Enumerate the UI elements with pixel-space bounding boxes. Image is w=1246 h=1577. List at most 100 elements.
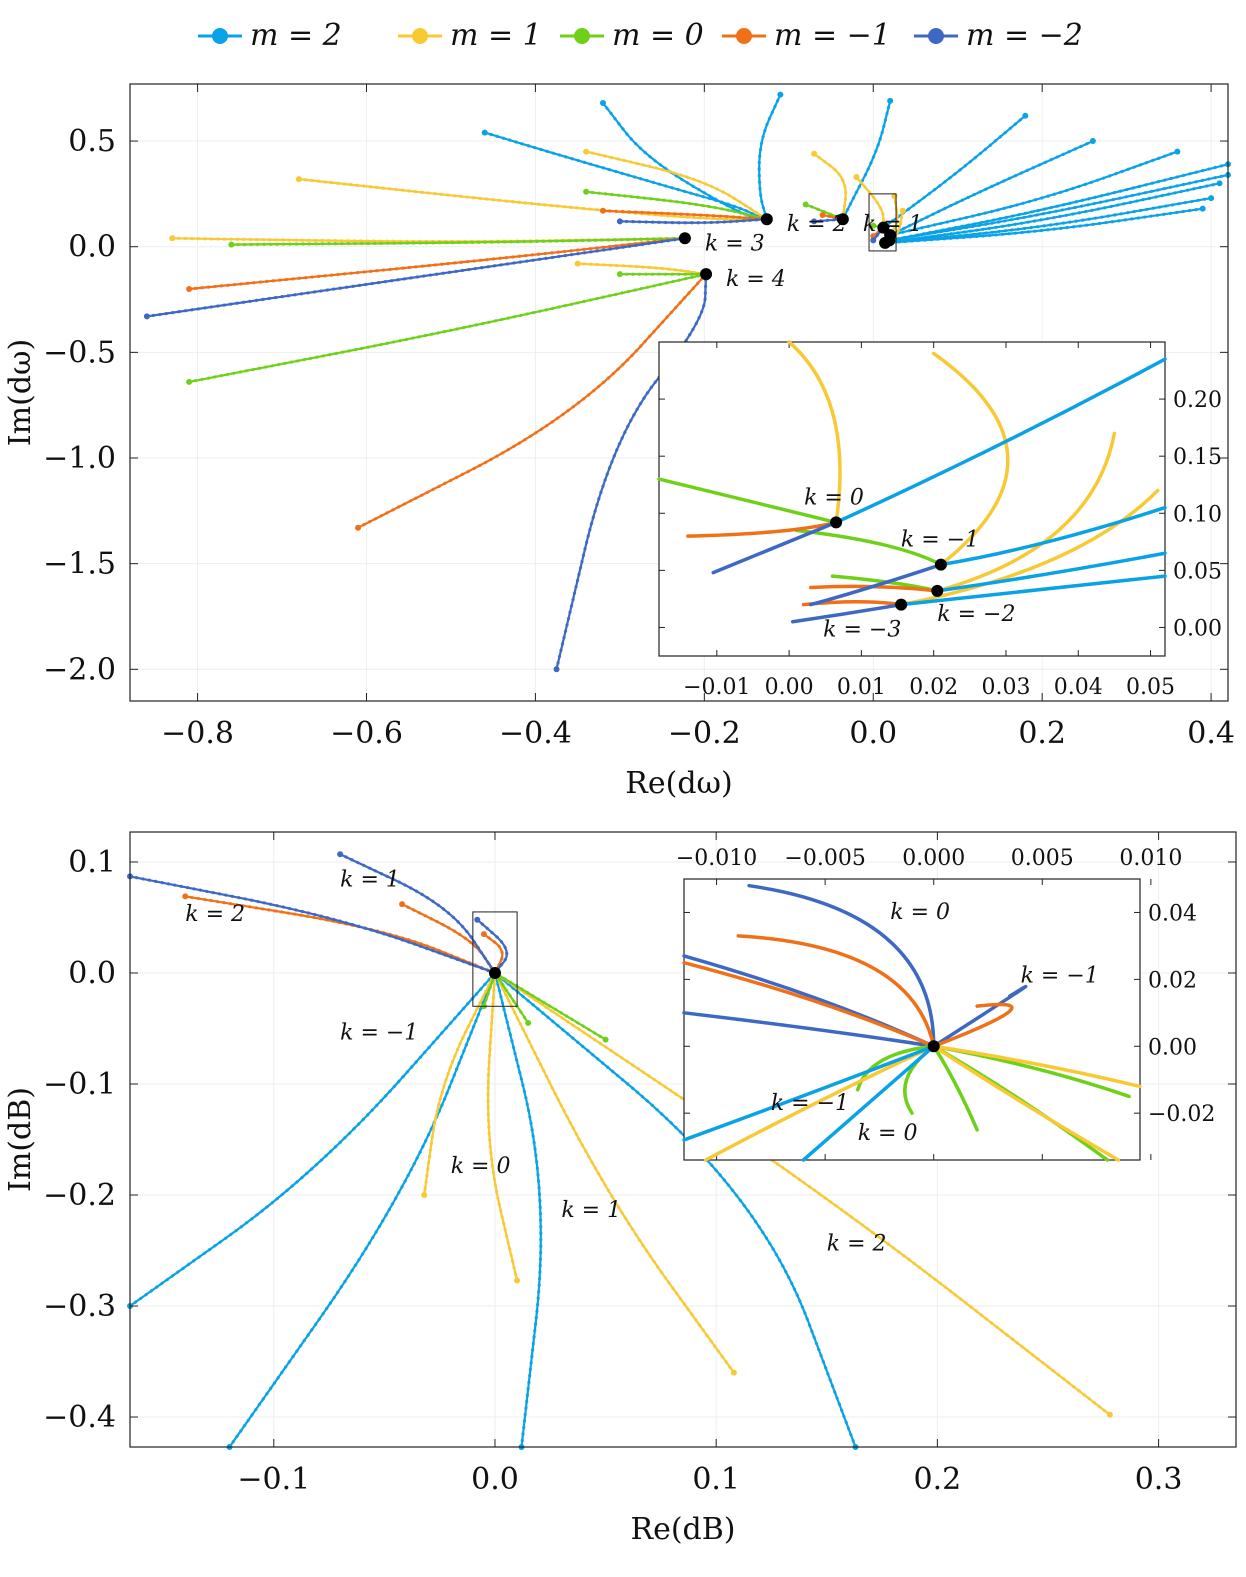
series-m0-curve-0 [188, 273, 708, 383]
annotation-5: k = 2 [827, 1232, 887, 1257]
series-m0-curve-1-start [228, 241, 235, 248]
inset-endpoint-0 [830, 516, 843, 529]
series-mneg1-curve-3-start [819, 212, 826, 219]
series-m0-curve-5-start [870, 222, 877, 229]
inset-endpoint-1 [934, 558, 947, 571]
inset-curve-1 [931, 351, 1010, 567]
series-m0-curve-2-dots [584, 190, 769, 221]
series-m2-curve-10-start [1208, 195, 1215, 202]
series-mneg2-curve-2-start [616, 218, 623, 225]
series-mneg1-curve-2-start [599, 207, 606, 214]
series-m1-curve-5-start [574, 260, 581, 267]
series-m2-curve-6-start [1174, 148, 1181, 155]
inset-curve-12 [931, 1044, 1142, 1089]
ytick-label-2: −0.1 [43, 1067, 116, 1102]
annotation-2: k = −1 [340, 1021, 418, 1046]
inset-xtick-label-1: 0.00 [765, 675, 814, 700]
series-m2-curve-3-dots [841, 99, 892, 221]
legend-marker-m2 [212, 28, 228, 44]
inset-curve-15 [801, 1044, 936, 1162]
inset-curve-0 [747, 883, 936, 1049]
series-m0-curve-1-start [602, 1036, 609, 1043]
series-m2-curve-0-dots [128, 971, 497, 1308]
inset-curve-16 [790, 602, 903, 624]
ytick-label-3: −1.0 [43, 441, 116, 476]
inset-curve-5 [939, 505, 1167, 567]
endpoint-0 [700, 268, 713, 281]
series-m2-curve-4 [882, 114, 1027, 229]
inset-ytick-label-4: 0.00 [1173, 616, 1222, 641]
series-m2-curve-3 [493, 971, 857, 1449]
origin-point [488, 966, 501, 979]
legend-label-m2: m = 2 [250, 18, 342, 53]
xtick-label-6: 0.4 [1187, 716, 1235, 751]
series-m2-curve-10 [884, 197, 1213, 244]
inset-ytick-label-0: 0.04 [1148, 901, 1197, 926]
series-m2-curve-0 [128, 971, 497, 1308]
plot-frame [129, 83, 1229, 702]
series-mneg1-curve-2-start [480, 931, 487, 938]
series-mneg1-curve-0 [184, 895, 497, 975]
inset-xtick-label-0: −0.010 [676, 846, 757, 871]
series-mneg2-curve-0 [555, 273, 708, 671]
series-m0-curve-2 [585, 190, 768, 221]
endpoint-2 [760, 213, 773, 226]
inset-curve-3 [899, 488, 1160, 607]
inset-xtick-label-4: 0.03 [981, 675, 1030, 700]
series-m0-curve-3-start [802, 201, 809, 208]
inset-curve-14 [711, 520, 838, 575]
xtick-label-3: 0.2 [914, 1462, 962, 1497]
series-m0-curve-1 [230, 237, 686, 246]
series-m1-curve-1-dots [297, 177, 769, 221]
ytick-label-4: −1.5 [43, 547, 116, 582]
ytick-label-1: 0.0 [68, 230, 116, 265]
legend: m = 2 m = 1 m = 0 m = −1 m = −2 [198, 18, 1083, 53]
inset-xtick-label-0: −0.01 [683, 675, 750, 700]
xtick-label-4: 0.0 [849, 716, 897, 751]
inset-ytick-label-2: 0.10 [1173, 502, 1222, 527]
series-m1-curve-1-start [514, 1277, 521, 1284]
xtick-label-2: 0.1 [692, 1462, 740, 1497]
ytick-label-4: −0.3 [43, 1289, 116, 1324]
ytick-label-5: −0.4 [43, 1400, 116, 1435]
inset-curve-7 [899, 574, 1167, 607]
inset-xtick-label-6: 0.05 [1126, 675, 1175, 700]
series-m2-curve-1-start [599, 100, 606, 107]
endpoint-label-0: k = 4 [726, 267, 786, 292]
series-m2-curve-2-start [777, 91, 784, 98]
series-m0-curve-0-start [525, 1019, 532, 1026]
inset-curve-11 [686, 520, 838, 538]
plot-frame [129, 831, 1237, 1448]
series-mneg1-curve-0-start [182, 893, 189, 900]
ytick-label-3: −0.2 [43, 1178, 116, 1213]
inset-annotation-0: k = 0 [890, 900, 950, 925]
series-mneg2-curve-1 [145, 237, 686, 318]
inset-ytick-label-3: 0.05 [1173, 559, 1222, 584]
series-m2-curve-5-start [1089, 138, 1096, 145]
series-m2-curve-5 [889, 140, 1094, 237]
y-axis-label: Im(dω) [3, 339, 38, 446]
y-axis-label: Im(dB) [3, 1087, 38, 1192]
inset-curve-6 [935, 551, 1167, 593]
series-mneg1-curve-0 [356, 273, 708, 529]
series-m2-curve-4-start [1022, 112, 1029, 119]
xtick-label-4: 0.3 [1135, 1462, 1183, 1497]
series-m2-curve-0-start [481, 129, 488, 136]
inset-xtick-label-2: 0.000 [902, 846, 965, 871]
series-mneg2-curve-0-start [553, 666, 560, 673]
inset-curve-16 [682, 1044, 936, 1142]
inset-endpoint-label-0: k = 0 [804, 485, 864, 510]
inset-xtick-label-3: 0.02 [909, 675, 958, 700]
xtick-label-0: −0.8 [161, 716, 234, 751]
series-mneg2-curve-3-start [811, 218, 818, 225]
inset-curve-5 [931, 1002, 1014, 1049]
ytick-label-1: 0.0 [68, 956, 116, 991]
inset-endpoint-2 [931, 584, 944, 597]
series-mneg1-curve-1 [188, 237, 686, 291]
series-mneg1-curve-0-start [355, 524, 362, 531]
inset-endpoint-label-1: k = −1 [901, 528, 979, 553]
xtick-label-2: −0.4 [499, 716, 572, 751]
inset-curve-9 [931, 1044, 979, 1132]
legend-label-mneg2: m = −2 [966, 18, 1083, 53]
